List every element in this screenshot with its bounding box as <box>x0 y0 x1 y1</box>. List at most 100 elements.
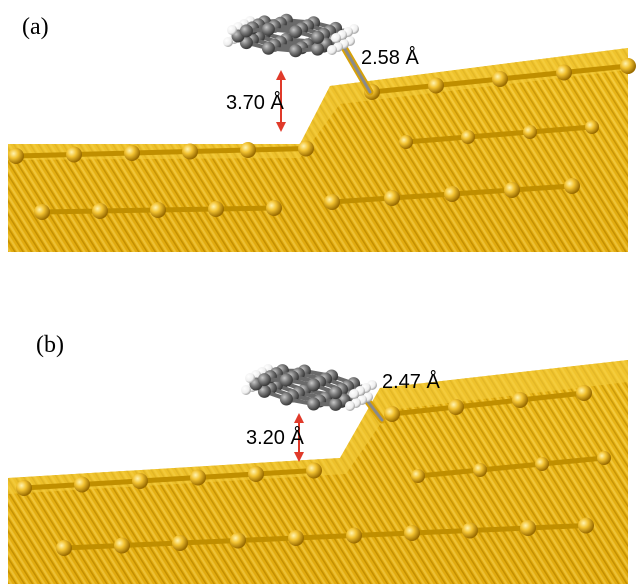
gold-atom <box>92 203 108 219</box>
gold-atom <box>346 527 362 544</box>
bond-stick <box>511 183 573 193</box>
carbon-atom <box>311 30 325 44</box>
panel-b: (b) 3.20 Å 2.47 Å <box>8 332 628 584</box>
bond-stick <box>215 205 275 212</box>
gold-atom <box>564 178 580 194</box>
bond-stick <box>255 468 315 477</box>
gold-atom <box>578 517 594 534</box>
bond-stick <box>131 149 191 156</box>
gold-atom <box>535 457 549 471</box>
bond-stick <box>237 535 297 543</box>
bond-stick <box>121 540 181 548</box>
gold-atom <box>523 125 537 139</box>
gold-atom <box>132 473 148 489</box>
bond-stick <box>529 124 593 135</box>
bond-stick <box>411 528 471 536</box>
carbon-atom <box>279 373 293 387</box>
carbon-atom <box>307 397 321 411</box>
height-label-a: 3.70 Å <box>226 91 284 114</box>
carbon-atom <box>279 392 293 406</box>
bond-stick <box>527 523 587 531</box>
gold-atom <box>384 406 400 422</box>
gold-atom <box>556 64 572 81</box>
hydrogen-atom <box>241 385 251 395</box>
bond-stick <box>417 467 481 479</box>
bond-stick <box>353 530 413 538</box>
bond-stick <box>247 146 307 153</box>
height-label-b: 3.20 Å <box>246 426 304 449</box>
gold-atom <box>240 142 256 158</box>
gold-atom <box>585 120 599 134</box>
gold-atom <box>411 469 425 483</box>
bond-label-a: 2.58 Å <box>361 46 419 69</box>
gold-atom <box>384 190 400 206</box>
gold-atom <box>444 186 460 202</box>
gold-atom <box>298 140 314 157</box>
hydrogen-atom <box>245 373 255 383</box>
gold-atom <box>248 466 264 482</box>
bond-stick <box>405 134 469 145</box>
bond-stick <box>179 538 239 546</box>
bond-stick <box>15 152 75 159</box>
bond-stick <box>563 63 629 75</box>
panel-b-label: (b) <box>36 332 64 358</box>
gold-atom <box>208 201 224 217</box>
gold-atom <box>620 58 636 74</box>
bond-stick <box>197 471 257 480</box>
bond-stick <box>371 83 437 95</box>
bond-stick <box>99 207 159 214</box>
gold-atom <box>461 130 475 144</box>
gold-atom <box>182 143 198 160</box>
carbon-atom <box>257 373 271 387</box>
gold-atom <box>576 385 592 401</box>
gold-surface-a <box>8 48 636 252</box>
carbon-atom <box>261 41 275 55</box>
gold-atom <box>520 520 536 536</box>
height-arrow-b <box>294 413 304 462</box>
gold-atom <box>172 535 188 551</box>
gold-atom <box>404 525 420 541</box>
gold-atom <box>448 399 464 415</box>
gold-atom <box>114 537 130 554</box>
bond-stick <box>81 478 141 487</box>
bond-stick <box>519 390 585 403</box>
carbon-atom <box>289 25 303 39</box>
carbon-atom <box>311 42 325 56</box>
bond-stick <box>63 543 123 551</box>
hydrogen-atom <box>331 33 341 43</box>
bond-stick <box>455 397 521 410</box>
gold-atom <box>74 476 90 493</box>
bond-stick <box>295 533 355 541</box>
bond-stick <box>541 455 605 467</box>
gold-atom <box>399 135 413 149</box>
bond-label-b: 2.47 Å <box>382 370 440 393</box>
carbon-atom <box>329 386 343 400</box>
bond-stick <box>23 482 83 491</box>
carbon-atom <box>239 24 253 38</box>
gold-atom <box>512 392 528 408</box>
gold-atom <box>8 148 24 164</box>
hydrogen-atom <box>227 25 237 35</box>
bond-stick <box>435 76 501 88</box>
bond-stick <box>73 150 133 157</box>
bond-stick <box>139 475 199 484</box>
gold-atom <box>306 462 322 479</box>
panel-a: (a) 3.70 Å 2.58 Å <box>8 13 636 252</box>
carbon-atom <box>307 378 321 392</box>
gold-atom <box>124 145 140 161</box>
aromatic-molecule-b <box>241 364 386 424</box>
carbon-atom <box>261 22 275 36</box>
hydrogen-atom <box>327 45 337 55</box>
gold-atom <box>150 202 166 218</box>
gold-atom <box>66 146 82 163</box>
gold-atom <box>266 200 282 216</box>
gold-atom <box>597 451 611 465</box>
hydrogen-atom <box>349 389 359 399</box>
bond-stick <box>391 404 457 417</box>
gold-atom <box>16 480 32 496</box>
bond-stick <box>469 525 529 533</box>
gold-atom <box>492 71 508 87</box>
gold-atom <box>462 522 478 539</box>
bond-stick <box>479 461 543 473</box>
